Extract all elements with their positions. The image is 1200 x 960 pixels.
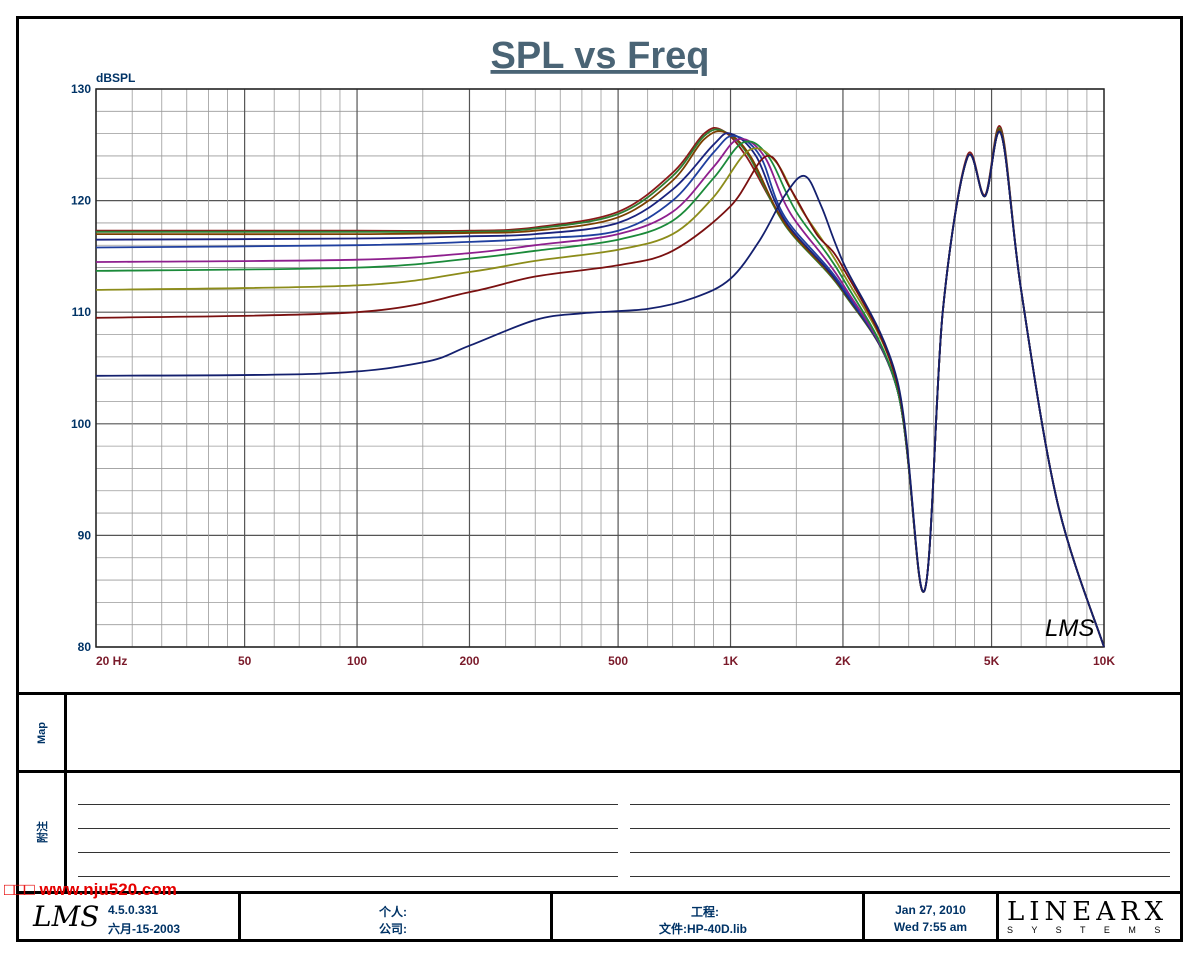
chart-grid	[95, 88, 1105, 648]
date-text: Jan 27, 2010	[895, 903, 966, 917]
series-line-1	[96, 125, 1105, 648]
project-label: 工程:	[691, 905, 719, 919]
note-line	[630, 828, 1170, 829]
series-line-8	[95, 130, 1105, 648]
map-section	[16, 692, 1183, 773]
notes-label: 附注	[36, 821, 49, 843]
note-line	[78, 804, 618, 805]
site-watermark: □□□ www.nju520.com	[4, 880, 177, 899]
x-tick-label: 500	[608, 654, 628, 668]
x-tick-label: 1K	[723, 654, 739, 668]
x-tick-label: 100	[347, 654, 367, 668]
note-line	[630, 852, 1170, 853]
note-line	[78, 876, 618, 877]
map-label-cell: Map	[19, 695, 67, 770]
footer-project-cell: 工程: 文件:HP-40D.lib	[553, 894, 865, 939]
x-tick-label: 2K	[835, 654, 851, 668]
series-line-10	[95, 130, 1105, 648]
file-label: 文件:HP-40D.lib	[659, 922, 748, 936]
series-line-2	[95, 127, 1105, 648]
note-line	[78, 852, 618, 853]
lms-logo: LMS	[33, 900, 100, 933]
series-line-5	[95, 130, 1105, 648]
series-line-7	[95, 130, 1105, 648]
note-line	[630, 876, 1170, 877]
footer: LMS 4.5.0.331 六月-15-2003 个人: 公司: 工程: 文件:…	[19, 894, 1180, 939]
series-line-6	[95, 130, 1105, 648]
footer-person-cell: 个人: 公司:	[241, 894, 553, 939]
note-line	[78, 828, 618, 829]
y-tick-label: 80	[78, 640, 92, 654]
company-label: 公司:	[379, 922, 407, 936]
note-line	[630, 804, 1170, 805]
lms-watermark: LMS	[1045, 615, 1094, 642]
x-tick-label: 20 Hz	[96, 654, 127, 668]
series-line-4	[95, 130, 1105, 648]
x-tick-label: 5K	[984, 654, 1000, 668]
series-line-3	[95, 128, 1105, 648]
chart-frame	[16, 16, 1183, 942]
y-tick-label: 130	[71, 82, 91, 96]
person-label: 个人:	[379, 905, 407, 919]
series-layer	[95, 125, 1105, 648]
notes-section	[16, 773, 1183, 894]
y-tick-label: 120	[71, 194, 91, 208]
systems-text: S Y S T E M S	[1007, 925, 1169, 935]
footer-date-cell: Jan 27, 2010 Wed 7:55 am	[865, 894, 999, 939]
linearx-logo: LINEARX	[1007, 897, 1169, 927]
notes-label-cell: 附注	[19, 773, 67, 891]
y-tick-label: 110	[72, 305, 92, 319]
plot-border	[95, 88, 1105, 648]
x-tick-label: 200	[459, 654, 479, 668]
version-text: 4.5.0.331	[108, 903, 159, 917]
x-tick-label: 50	[238, 654, 252, 668]
series-line-9	[95, 130, 1105, 648]
map-label: Map	[35, 721, 48, 744]
build-date-text: 六月-15-2003	[108, 922, 181, 936]
spl-vs-freq-chart: SPL vs Freq dBSPL 20 Hz 50 100 200 500 1K 2K 5K…	[71, 35, 1115, 668]
time-text: Wed 7:55 am	[893, 920, 968, 934]
footer-brand-cell: LINEARX S Y S T E M S	[999, 894, 1180, 939]
axis-tick-labels: 20 Hz 50 100 200 500 1K 2K 5K 10K 80 90 100 110 120 13…	[71, 82, 1115, 668]
y-axis-label: dBSPL	[96, 71, 135, 85]
footer-version-cell: LMS 4.5.0.331 六月-15-2003	[19, 894, 241, 939]
chart-title: SPL vs Freq	[491, 35, 710, 77]
y-tick-label: 90	[78, 528, 92, 542]
x-tick-label: 10K	[1093, 654, 1115, 668]
y-tick-label: 100	[71, 417, 91, 431]
